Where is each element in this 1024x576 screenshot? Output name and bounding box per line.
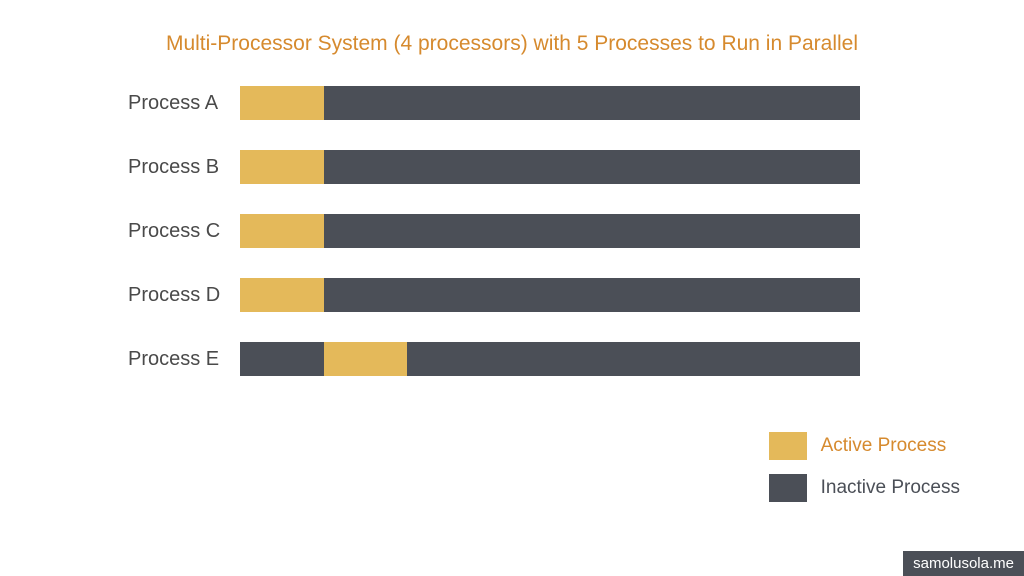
legend-label-inactive: Inactive Process [821, 477, 960, 499]
chart-title: Multi-Processor System (4 processors) wi… [0, 32, 1024, 56]
legend-label-active: Active Process [821, 435, 947, 457]
process-label: Process A [128, 92, 240, 115]
segment-inactive [324, 278, 860, 312]
segment-active [240, 150, 324, 184]
watermark: samolusola.me [903, 551, 1024, 576]
process-bar [240, 86, 860, 120]
segment-active [240, 86, 324, 120]
legend-swatch-inactive [769, 474, 807, 502]
legend-swatch-active [769, 432, 807, 460]
segment-active [324, 342, 408, 376]
segment-inactive [240, 342, 324, 376]
segment-inactive [324, 86, 860, 120]
segment-inactive [324, 214, 860, 248]
legend: Active Process Inactive Process [769, 432, 960, 516]
process-label: Process E [128, 348, 240, 371]
process-bar [240, 342, 860, 376]
process-bar [240, 278, 860, 312]
process-row: Process E [128, 342, 860, 376]
process-row: Process D [128, 278, 860, 312]
process-label: Process C [128, 220, 240, 243]
process-label: Process B [128, 156, 240, 179]
process-label: Process D [128, 284, 240, 307]
process-bar [240, 214, 860, 248]
segment-active [240, 214, 324, 248]
segment-active [240, 278, 324, 312]
legend-item-inactive: Inactive Process [769, 474, 960, 502]
process-row: Process A [128, 86, 860, 120]
segment-inactive [324, 150, 860, 184]
process-row: Process B [128, 150, 860, 184]
process-bar [240, 150, 860, 184]
process-row: Process C [128, 214, 860, 248]
legend-item-active: Active Process [769, 432, 960, 460]
segment-inactive [407, 342, 860, 376]
process-rows: Process A Process B Process C Process D Proc… [128, 86, 860, 406]
